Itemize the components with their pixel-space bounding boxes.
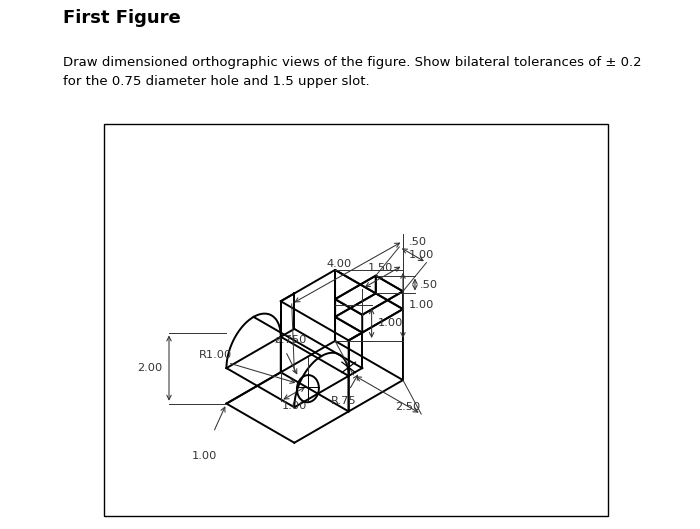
Text: 4.00: 4.00 [327, 259, 352, 269]
Text: 1.00: 1.00 [192, 451, 217, 461]
Text: ø.750: ø.750 [275, 334, 307, 344]
Text: 2.00: 2.00 [137, 363, 162, 373]
Text: 1.00: 1.00 [281, 401, 307, 411]
Text: R.75: R.75 [331, 396, 356, 406]
Text: First Figure: First Figure [63, 10, 181, 28]
Text: .50: .50 [420, 279, 438, 289]
Text: R1.00: R1.00 [199, 350, 232, 360]
Text: 1.00: 1.00 [410, 300, 435, 311]
Text: 1.00: 1.00 [409, 250, 434, 260]
Text: 2.50: 2.50 [395, 402, 421, 412]
Text: 1.50: 1.50 [368, 263, 393, 273]
Text: 1.00: 1.00 [378, 318, 403, 328]
Text: Draw dimensioned orthographic views of the figure. Show bilateral tolerances of : Draw dimensioned orthographic views of t… [63, 56, 642, 88]
Text: .50: .50 [410, 236, 427, 247]
